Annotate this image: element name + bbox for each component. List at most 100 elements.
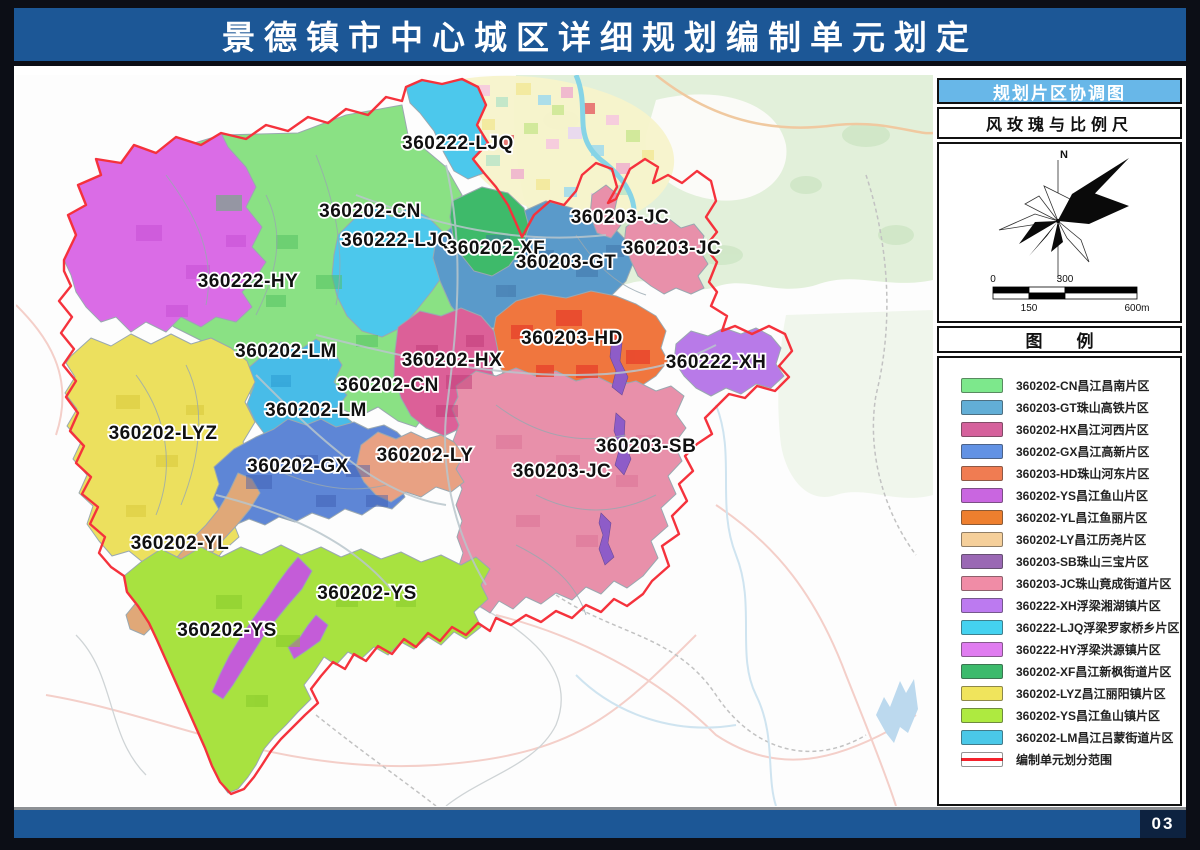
legend-item: 360202-LYZ昌江丽阳镇片区 [939, 682, 1180, 704]
legend-item: 360202-LM昌江吕蒙街道片区 [939, 726, 1180, 748]
map-labels: 360222-LJQ360202-CN360222-LJQ360202-XF36… [107, 131, 768, 643]
scale-150: 150 [1021, 303, 1038, 314]
region-jc-south [451, 367, 687, 618]
sidebar: 规划片区协调图 风玫瑰与比例尺 N [935, 75, 1186, 808]
legend-title: 图 例 [937, 326, 1182, 353]
legend-item: 360202-YL昌江鱼丽片区 [939, 506, 1180, 528]
legend-label: 360202-LYZ昌江丽阳镇片区 [1016, 686, 1166, 701]
north-label: N [1060, 149, 1068, 161]
legend-label: 360203-SB珠山三宝片区 [1016, 554, 1149, 569]
sidebar-header: 规划片区协调图 [937, 78, 1182, 104]
legend-label: 360203-JC珠山竟成街道片区 [1016, 576, 1172, 591]
windrose-svg: N [990, 149, 1149, 314]
page-title: 景德镇市中心城区详细规划编制单元划定 [222, 18, 978, 56]
windrose-panel: N [937, 142, 1182, 323]
region-ys [123, 544, 491, 794]
map-area: 360222-LJQ 360202-CN 360222-LJQ 360202-XF 36… [16, 75, 933, 806]
major-roads [215, 164, 717, 596]
scale-300: 300 [1057, 274, 1074, 285]
map-unit-label: 360202-CN [319, 201, 421, 222]
legend-label: 360222-HY浮梁洪源镇片区 [1016, 642, 1161, 657]
legend-swatch [961, 465, 1003, 481]
legend-swatch [961, 443, 1003, 459]
legend-label: 360202-LY昌江历尧片区 [1016, 532, 1147, 547]
texture-patches [116, 195, 656, 707]
map-unit-label: 360202-LM [265, 400, 367, 421]
region-xh [673, 327, 785, 397]
legend-swatch [961, 619, 1003, 635]
legend-swatch [961, 597, 1003, 613]
map-unit-label: 360202-LYZ [109, 423, 218, 444]
legend-item: 360222-LJQ浮梁罗家桥乡片区 [939, 616, 1180, 638]
urban-mosaic-base [454, 75, 675, 221]
legend-item: 360202-GX昌江高新片区 [939, 440, 1180, 462]
legend-item-boundary: 编制单元划分范围 [939, 748, 1180, 770]
map-unit-label: 360202-YS [177, 620, 277, 641]
legend-item: 360202-XF昌江新枫街道片区 [939, 660, 1180, 682]
legend-item: 360202-CN昌江昌南片区 [939, 374, 1180, 396]
legend-swatch [961, 553, 1003, 569]
map-unit-label: 360203-JC [571, 207, 670, 228]
map-unit-label: 360202-HX [402, 350, 503, 371]
region-ys-purple-blob [287, 614, 329, 660]
legend-label: 编制单元划分范围 [1016, 752, 1113, 767]
map-unit-label: 360202-YL [131, 533, 230, 554]
region-ys-purple-strip [211, 556, 313, 700]
terrain-green-right [778, 310, 933, 498]
legend-label: 360202-YS昌江鱼山片区 [1016, 488, 1149, 503]
legend: 360202-CN昌江昌南片区 360203-GT珠山高铁片区 360202-HX昌… [937, 356, 1182, 806]
map-unit-label: 360202-LM [235, 341, 337, 362]
windrose-title: 风玫瑰与比例尺 [937, 107, 1182, 139]
map-unit-label: 360202-LY [377, 445, 474, 466]
legend-label: 360203-GT珠山高铁片区 [1016, 400, 1149, 415]
legend-item: 360202-YS昌江鱼山镇片区 [939, 704, 1180, 726]
legend-swatch [961, 641, 1003, 657]
legend-swatch [961, 707, 1003, 723]
planning-boundary [57, 77, 794, 796]
boundary-line-swatch [961, 751, 1003, 767]
map-divider [14, 807, 1186, 810]
page-number: 03 [1140, 810, 1186, 838]
legend-label: 360202-LM昌江吕蒙街道片区 [1016, 730, 1174, 745]
map-unit-label: 360203-SB [596, 436, 697, 457]
legend-item: 360202-YS昌江鱼山片区 [939, 484, 1180, 506]
windrose-petals [998, 158, 1129, 263]
legend-label: 360202-CN昌江昌南片区 [1016, 378, 1150, 393]
legend-label: 360202-HX昌江河西片区 [1016, 422, 1149, 437]
title-bar: 景德镇市中心城区详细规划编制单元划定 [14, 8, 1186, 66]
map-unit-label: 360222-LJQ [341, 230, 453, 251]
map-unit-label: 360202-YS [317, 583, 417, 604]
legend-swatch [961, 575, 1003, 591]
background-roads [16, 75, 933, 806]
legend-swatch [961, 531, 1003, 547]
bottom-bar: 03 [14, 810, 1186, 838]
legend-swatch [961, 729, 1003, 745]
scale-600: 600m [1124, 303, 1149, 314]
legend-label: 360203-HD珠山河东片区 [1016, 466, 1150, 481]
region-jc-north-a [589, 184, 622, 239]
legend-item: 360203-SB珠山三宝片区 [939, 550, 1180, 572]
legend-label: 360222-LJQ浮梁罗家桥乡片区 [1016, 620, 1180, 635]
scale-bar [992, 286, 1138, 300]
legend-item: 360203-HD珠山河东片区 [939, 462, 1180, 484]
scale-0: 0 [990, 274, 996, 285]
legend-label: 360222-XH浮梁湘湖镇片区 [1016, 598, 1161, 613]
legend-swatch [961, 421, 1003, 437]
legend-label: 360202-GX昌江高新片区 [1016, 444, 1150, 459]
map-unit-label: 360203-GT [516, 252, 617, 273]
map-unit-label: 360203-HD [521, 328, 623, 349]
legend-swatch [961, 663, 1003, 679]
legend-swatch [961, 377, 1003, 393]
river-top [573, 75, 637, 218]
legend-item: 360203-JC珠山竟成街道片区 [939, 572, 1180, 594]
legend-item: 360202-LY昌江历尧片区 [939, 528, 1180, 550]
map-unit-label: 360202-XF [447, 238, 546, 259]
legend-label: 360202-XF昌江新枫街道片区 [1016, 664, 1172, 679]
internal-boundaries [135, 154, 657, 616]
lake-dendritic [876, 679, 918, 743]
planning-map-svg: 360222-LJQ360202-CN360222-LJQ360202-XF36… [16, 75, 933, 806]
legend-item: 360203-GT珠山高铁片区 [939, 396, 1180, 418]
region-ljq-mid [331, 206, 453, 338]
legend-label: 360202-YL昌江鱼丽片区 [1016, 510, 1148, 525]
